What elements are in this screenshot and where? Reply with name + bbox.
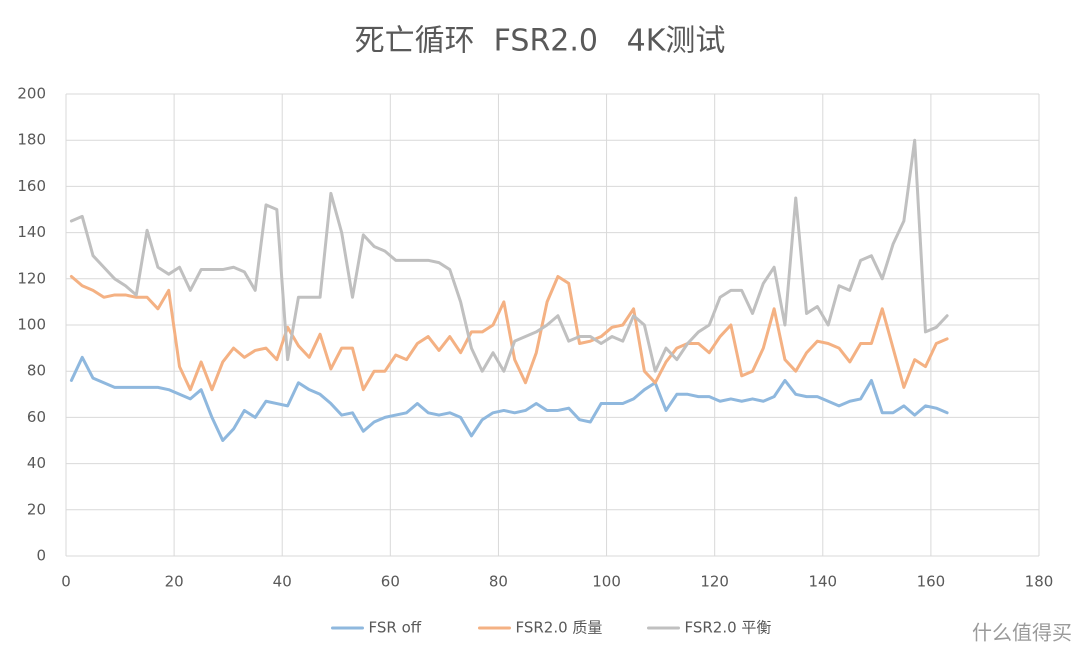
- y-tick-label: 160: [17, 177, 46, 195]
- legend-label: FSR off: [369, 619, 422, 637]
- legend-label: FSR2.0 平衡: [685, 619, 772, 637]
- x-tick-label: 0: [61, 573, 71, 591]
- grid: 0 20 40 60 80 100 120 140 160 180 200 0 20 40 60 80 100 1…: [17, 85, 1053, 591]
- x-tick-label: 80: [489, 573, 508, 591]
- x-tick-label: 40: [273, 573, 292, 591]
- y-tick-label: 140: [17, 223, 46, 241]
- plot: [69, 138, 949, 442]
- watermark: 什么值得买: [972, 621, 1072, 645]
- series-line: [69, 274, 949, 392]
- legend: FSR off FSR2.0 质量 FSR2.0 平衡: [331, 619, 772, 637]
- series-line: [69, 355, 949, 442]
- x-tick-label: 60: [381, 573, 400, 591]
- x-tick-label: 140: [808, 573, 837, 591]
- y-tick-label: 20: [27, 500, 46, 518]
- x-tick-label: 180: [1025, 573, 1054, 591]
- series-line: [69, 138, 949, 373]
- x-tick-label: 160: [917, 573, 946, 591]
- y-tick-label: 180: [17, 131, 46, 149]
- y-tick-label: 60: [27, 408, 46, 426]
- legend-label: FSR2.0 质量: [516, 619, 603, 637]
- y-tick-label: 200: [17, 85, 46, 103]
- y-tick-label: 80: [27, 362, 46, 380]
- x-tick-label: 20: [165, 573, 184, 591]
- x-tick-label: 100: [592, 573, 621, 591]
- y-tick-label: 100: [17, 316, 46, 334]
- y-tick-label: 0: [36, 547, 46, 565]
- x-tick-label: 120: [700, 573, 729, 591]
- y-tick-label: 120: [17, 269, 46, 287]
- y-tick-label: 40: [27, 454, 46, 472]
- chart-title: 死亡循环 FSR2.0 4K测试: [355, 24, 726, 59]
